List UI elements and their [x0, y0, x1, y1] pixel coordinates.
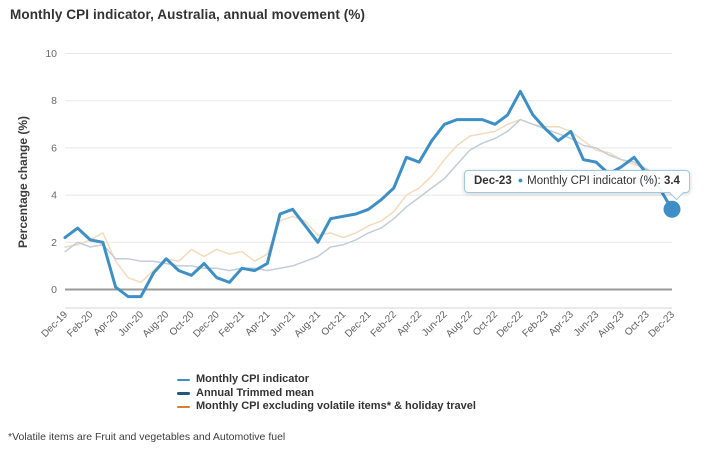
- x-tick-label: Aug-20: [141, 309, 172, 340]
- y-tick-label: 8: [51, 95, 57, 107]
- x-tick-label: Dec-22: [495, 309, 526, 340]
- legend-label-monthly-cpi: Monthly CPI indicator: [196, 373, 310, 385]
- x-tick-label: Apr-23: [547, 309, 576, 338]
- x-tick-label: Aug-21: [292, 309, 323, 340]
- x-tick-label: Dec-21: [343, 309, 374, 340]
- x-tick-label: Feb-22: [369, 309, 399, 339]
- legend-item-ex-volatile[interactable]: Monthly CPI excluding volatile items* & …: [177, 400, 476, 414]
- chart-tooltip: Dec-23 ● Monthly CPI indicator (%): 3.4: [464, 170, 690, 201]
- series-line-monthly-cpi[interactable]: [63, 89, 674, 299]
- page-title: Monthly CPI indicator, Australia, annual…: [10, 7, 366, 22]
- x-tick-label: Dec-20: [191, 309, 222, 340]
- legend-label-ex-volatile: Monthly CPI excluding volatile items* & …: [196, 400, 476, 412]
- x-tick-label: Apr-21: [243, 309, 272, 338]
- x-tick-label: Dec-23: [647, 309, 678, 340]
- legend-swatch-monthly-cpi-icon: [177, 378, 190, 381]
- x-tick-label: Dec-19: [40, 309, 71, 340]
- footnote: *Volatile items are Fruit and vegetables…: [8, 431, 286, 443]
- y-tick-label: 10: [45, 48, 57, 60]
- highlighted-point-marker[interactable]: [663, 200, 681, 218]
- legend-item-trimmed-mean[interactable]: Annual Trimmed mean: [177, 387, 476, 401]
- y-tick-label: 2: [51, 237, 57, 249]
- x-tick-label: Aug-23: [596, 309, 627, 340]
- legend-swatch-trimmed-mean-icon: [177, 392, 190, 395]
- tooltip-series-bullet-icon: ●: [517, 175, 524, 185]
- y-tick-label: 6: [51, 142, 57, 154]
- x-tick-label: Feb-21: [217, 309, 247, 339]
- tooltip-series-label: Monthly CPI indicator (%):: [527, 175, 661, 187]
- x-tick-label: Feb-20: [65, 309, 95, 339]
- x-tick-label: Aug-22: [444, 309, 475, 340]
- y-tick-label: 0: [51, 284, 57, 296]
- tooltip-date: Dec-23: [474, 175, 512, 187]
- series-line-trimmed-mean[interactable]: [64, 118, 673, 272]
- x-tick-label: Apr-20: [92, 309, 121, 338]
- x-tick-label: Apr-22: [395, 309, 424, 338]
- tooltip-value: 3.4: [663, 175, 680, 187]
- chart-legend: Monthly CPI indicator Annual Trimmed mea…: [177, 373, 476, 414]
- y-tick-label: 4: [51, 190, 57, 202]
- legend-item-monthly-cpi[interactable]: Monthly CPI indicator: [177, 373, 476, 387]
- y-axis-title: Percentage change (%): [16, 116, 30, 248]
- legend-label-trimmed-mean: Annual Trimmed mean: [196, 386, 314, 399]
- x-tick-label: Feb-23: [520, 309, 550, 339]
- legend-swatch-ex-volatile-icon: [177, 405, 190, 408]
